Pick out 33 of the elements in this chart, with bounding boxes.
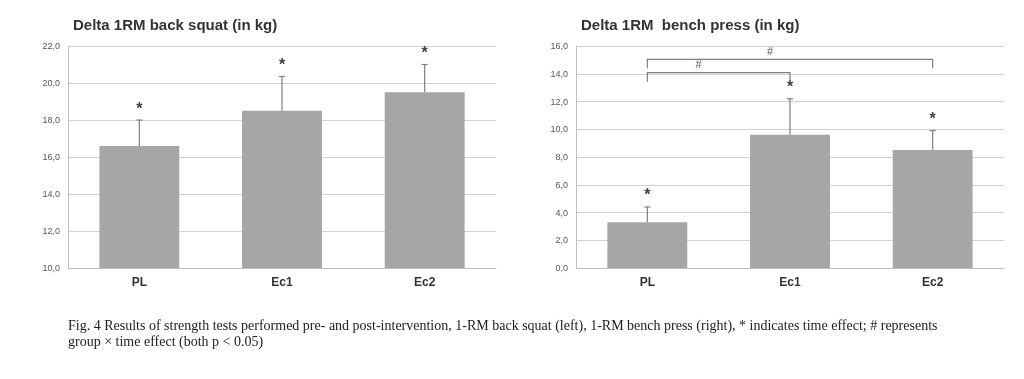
y-tick-label: 2,0 — [555, 235, 568, 246]
y-tick-label: 14,0 — [42, 189, 60, 199]
y-tick-label: 16,0 — [550, 41, 568, 51]
annotation: # — [695, 58, 703, 71]
y-tick-label: 14,0 — [550, 68, 568, 79]
y-tick-label: 10,0 — [42, 263, 60, 273]
x-tick-label: Ec2 — [413, 275, 436, 289]
x-tick-label: Ec1 — [271, 275, 293, 289]
y-tick-label: 16,0 — [42, 152, 60, 162]
caption: Fig. 4 Results of strength tests performed pre- and post-intervention, 1-RM back squat (left), 1-RM bench press (right), * indicates time effect; # represents group × time effect (both p < 0.05) — [68, 318, 939, 350]
x-tick-label: Ec2 — [921, 275, 944, 289]
y-tick-label: 18,0 — [42, 115, 60, 125]
y-tick-label: 12,0 — [42, 226, 60, 236]
y-tick-label: 0,0 — [555, 263, 568, 273]
x-tick-label: Ec1 — [779, 275, 801, 289]
annotation: * — [929, 110, 937, 128]
x-tick-label: PL — [639, 275, 656, 289]
annotation: * — [421, 44, 429, 61]
annotation: * — [278, 56, 286, 74]
y-tick-label: 20,0 — [42, 78, 60, 88]
y-tick-label: 6,0 — [555, 179, 568, 190]
y-tick-label: 22,0 — [42, 41, 60, 51]
chart-title: Delta 1RM back squat (in kg) — [73, 16, 278, 33]
chart-title: Delta 1RM bench press (in kg) — [581, 16, 800, 33]
annotation: # — [766, 44, 774, 57]
y-tick-label: 4,0 — [555, 207, 568, 218]
x-tick-label: PL — [131, 275, 148, 289]
annotation: * — [644, 186, 652, 204]
y-tick-label: 8,0 — [555, 152, 568, 162]
annotation: * — [786, 78, 794, 96]
y-tick-label: 10,0 — [550, 124, 568, 135]
annotation: * — [136, 99, 144, 117]
y-tick-label: 12,0 — [550, 96, 568, 107]
